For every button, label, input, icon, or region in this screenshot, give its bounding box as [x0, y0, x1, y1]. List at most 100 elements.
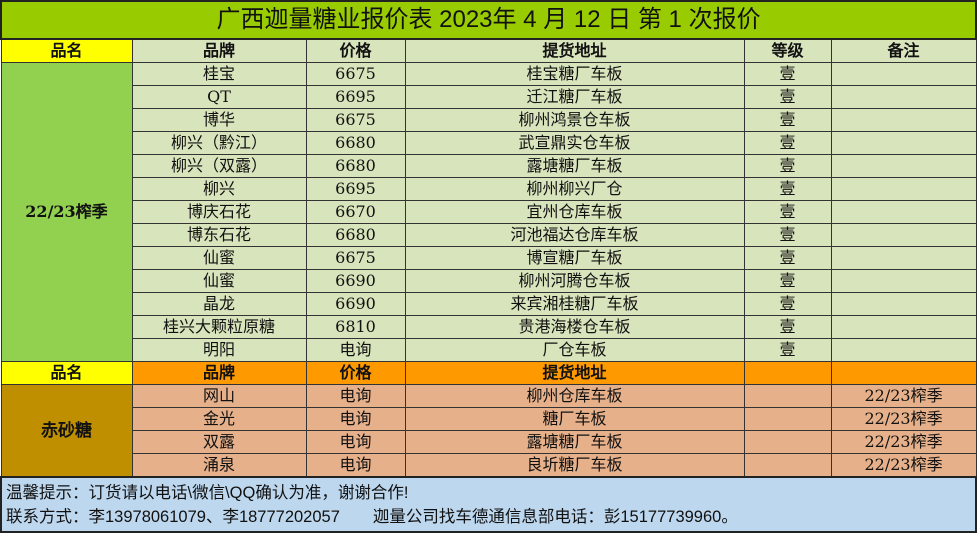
note-cell[interactable]: [830, 200, 977, 224]
note-cell[interactable]: [830, 269, 977, 293]
note-cell[interactable]: [830, 85, 977, 109]
grade-cell[interactable]: [743, 384, 832, 408]
grade-cell[interactable]: 壹: [743, 315, 832, 339]
header-note[interactable]: 备注: [830, 38, 977, 63]
header2-price[interactable]: 价格: [305, 361, 406, 385]
brand-cell[interactable]: 网山: [131, 384, 307, 408]
note-cell[interactable]: [830, 62, 977, 86]
price-cell[interactable]: 电询: [305, 453, 406, 478]
header-grade[interactable]: 等级: [743, 38, 832, 63]
price-cell[interactable]: 6675: [305, 108, 406, 132]
price-cell[interactable]: 电询: [305, 407, 406, 431]
brand-cell[interactable]: 双露: [131, 430, 307, 454]
price-cell[interactable]: 6680: [305, 223, 406, 247]
price-cell[interactable]: 6690: [305, 269, 406, 293]
grade-cell[interactable]: 壹: [743, 269, 832, 293]
brand-cell[interactable]: 柳兴: [131, 177, 307, 201]
address-cell[interactable]: 露塘糖厂车板: [404, 430, 745, 454]
header2-grade[interactable]: [743, 361, 832, 385]
brand-cell[interactable]: 博庆石花: [131, 200, 307, 224]
grade-cell[interactable]: 壹: [743, 338, 832, 362]
address-cell[interactable]: 来宾湘桂糖厂车板: [404, 292, 745, 316]
note-cell[interactable]: [830, 292, 977, 316]
note-cell[interactable]: 22/23榨季: [830, 384, 977, 408]
brand-cell[interactable]: 桂宝: [131, 62, 307, 86]
price-cell[interactable]: 6680: [305, 154, 406, 178]
header2-address[interactable]: 提货地址: [404, 361, 745, 385]
price-cell[interactable]: 6680: [305, 131, 406, 155]
brand-cell[interactable]: 仙蜜: [131, 246, 307, 270]
footer-notice[interactable]: 温馨提示：订货请以电话\微信\QQ确认为准，谢谢合作! 联系方式：李1397806…: [0, 476, 977, 533]
address-cell[interactable]: 柳州鸿景仓车板: [404, 108, 745, 132]
brand-cell[interactable]: 晶龙: [131, 292, 307, 316]
note-cell[interactable]: [830, 108, 977, 132]
brand-cell[interactable]: QT: [131, 85, 307, 109]
note-cell[interactable]: 22/23榨季: [830, 453, 977, 478]
note-cell[interactable]: [830, 246, 977, 270]
grade-cell[interactable]: 壹: [743, 108, 832, 132]
price-cell[interactable]: 6695: [305, 85, 406, 109]
grade-cell[interactable]: 壹: [743, 62, 832, 86]
address-cell[interactable]: 柳州柳兴厂仓: [404, 177, 745, 201]
note-cell[interactable]: 22/23榨季: [830, 430, 977, 454]
note-cell[interactable]: [830, 131, 977, 155]
address-cell[interactable]: 厂仓车板: [404, 338, 745, 362]
price-cell[interactable]: 6670: [305, 200, 406, 224]
grade-cell[interactable]: 壹: [743, 223, 832, 247]
brand-cell[interactable]: 博华: [131, 108, 307, 132]
address-cell[interactable]: 露塘糖厂车板: [404, 154, 745, 178]
address-cell[interactable]: 贵港海楼仓车板: [404, 315, 745, 339]
brand-cell[interactable]: 金光: [131, 407, 307, 431]
category-cell[interactable]: 赤砂糖: [0, 384, 133, 478]
grade-cell[interactable]: 壹: [743, 200, 832, 224]
grade-cell[interactable]: [743, 407, 832, 431]
price-cell[interactable]: 电询: [305, 430, 406, 454]
grade-cell[interactable]: [743, 430, 832, 454]
address-cell[interactable]: 武宣鼎实仓车板: [404, 131, 745, 155]
address-cell[interactable]: 桂宝糖厂车板: [404, 62, 745, 86]
price-cell[interactable]: 电询: [305, 384, 406, 408]
note-cell[interactable]: [830, 177, 977, 201]
price-cell[interactable]: 6695: [305, 177, 406, 201]
category-cell[interactable]: 22/23榨季: [0, 62, 133, 362]
note-cell[interactable]: [830, 338, 977, 362]
grade-cell[interactable]: 壹: [743, 177, 832, 201]
grade-cell[interactable]: 壹: [743, 154, 832, 178]
header2-note[interactable]: [830, 361, 977, 385]
address-cell[interactable]: 宜州仓库车板: [404, 200, 745, 224]
brand-cell[interactable]: 涌泉: [131, 453, 307, 478]
price-cell[interactable]: 6675: [305, 62, 406, 86]
header-address[interactable]: 提货地址: [404, 38, 745, 63]
grade-cell[interactable]: 壹: [743, 246, 832, 270]
header2-brand[interactable]: 品牌: [131, 361, 307, 385]
header-brand[interactable]: 品牌: [131, 38, 307, 63]
header-name[interactable]: 品名: [0, 38, 133, 63]
header2-name[interactable]: 品名: [0, 361, 133, 385]
note-cell[interactable]: 22/23榨季: [830, 407, 977, 431]
grade-cell[interactable]: [743, 453, 832, 478]
address-cell[interactable]: 河池福达仓库车板: [404, 223, 745, 247]
price-cell[interactable]: 6810: [305, 315, 406, 339]
note-cell[interactable]: [830, 223, 977, 247]
header-price[interactable]: 价格: [305, 38, 406, 63]
address-cell[interactable]: 良圻糖厂车板: [404, 453, 745, 478]
grade-cell[interactable]: 壹: [743, 131, 832, 155]
note-cell[interactable]: [830, 315, 977, 339]
note-cell[interactable]: [830, 154, 977, 178]
brand-cell[interactable]: 仙蜜: [131, 269, 307, 293]
address-cell[interactable]: 柳州仓库车板: [404, 384, 745, 408]
brand-cell[interactable]: 柳兴（黔江）: [131, 131, 307, 155]
grade-cell[interactable]: 壹: [743, 292, 832, 316]
brand-cell[interactable]: 博东石花: [131, 223, 307, 247]
price-cell[interactable]: 6675: [305, 246, 406, 270]
price-cell[interactable]: 6690: [305, 292, 406, 316]
sheet-title[interactable]: 广西迦量糖业报价表 2023年 4 月 12 日 第 1 次报价: [0, 0, 977, 40]
address-cell[interactable]: 柳州河腾仓车板: [404, 269, 745, 293]
address-cell[interactable]: 迁江糖厂车板: [404, 85, 745, 109]
address-cell[interactable]: 糖厂车板: [404, 407, 745, 431]
brand-cell[interactable]: 柳兴（双露）: [131, 154, 307, 178]
brand-cell[interactable]: 明阳: [131, 338, 307, 362]
grade-cell[interactable]: 壹: [743, 85, 832, 109]
price-cell[interactable]: 电询: [305, 338, 406, 362]
address-cell[interactable]: 博宣糖厂车板: [404, 246, 745, 270]
